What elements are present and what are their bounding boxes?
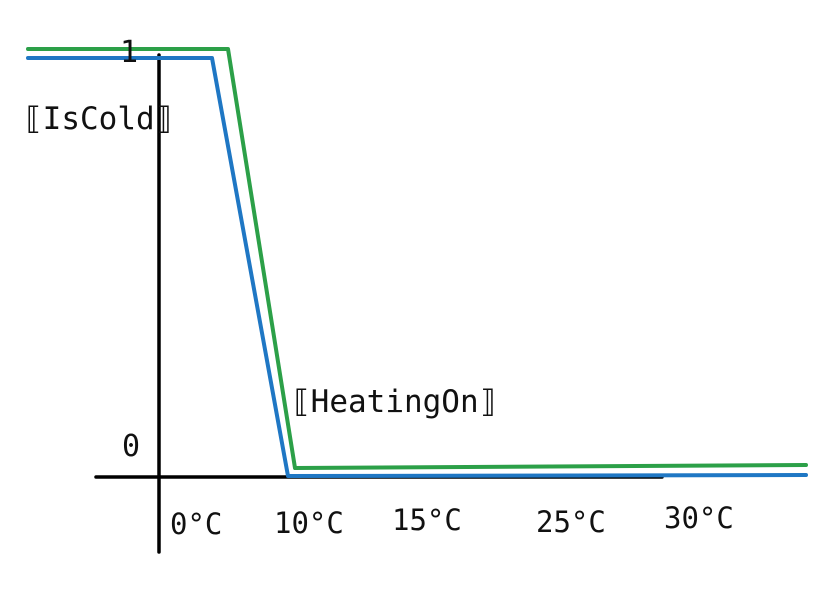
x-tick-label-25c: 25°C <box>536 505 606 539</box>
x-tick-label-10c: 10°C <box>274 506 344 540</box>
labels-layer: 1 0 ⟦IsCold⟧ ⟦HeatingOn⟧ 0°C 10°C 15°C 2… <box>24 35 734 541</box>
x-tick-label-30c: 30°C <box>664 501 734 535</box>
x-tick-label-15c: 15°C <box>392 503 462 537</box>
heating-on-series-line <box>26 47 808 470</box>
series-label-heating-on: ⟦HeatingOn⟧ <box>292 384 497 420</box>
y-tick-label-1: 1 <box>120 35 138 70</box>
series-label-is-cold: ⟦IsCold⟧ <box>24 101 173 137</box>
is-cold-series-line <box>26 56 808 478</box>
series-layer <box>26 47 808 478</box>
x-tick-label-0c: 0°C <box>170 507 222 541</box>
y-tick-label-0: 0 <box>122 429 140 464</box>
